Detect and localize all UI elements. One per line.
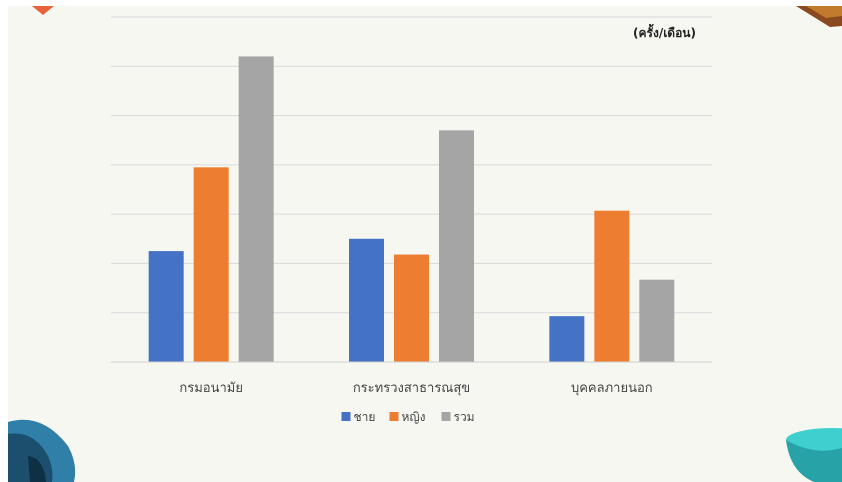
decoration-bottom-left: [8, 419, 76, 482]
bar: [148, 251, 184, 362]
bar: [349, 238, 384, 362]
slide: (ครั้ง/เดือน) กรมอนามัย กระทรวงสาธารณสุข บ…: [8, 6, 842, 482]
legend-label: ชาย: [354, 410, 376, 424]
bar: [193, 167, 229, 362]
bar: [549, 316, 585, 362]
bar: [394, 254, 429, 362]
bar: [594, 210, 630, 362]
decoration-top-left: [32, 6, 54, 15]
legend-swatch: [341, 412, 351, 421]
unit-label: (ครั้ง/เดือน): [633, 23, 696, 40]
category-labels: กรมอนามัย กระทรวงสาธารณสุข บุคคลภายนอก: [179, 381, 652, 396]
bars: [148, 56, 675, 363]
bar-chart: (ครั้ง/เดือน) กรมอนามัย กระทรวงสาธารณสุข บ…: [111, 16, 712, 424]
category-label: กรมอนามัย: [179, 381, 243, 396]
legend-label: รวม: [454, 410, 475, 424]
decoration-bottom-right: [786, 428, 842, 482]
legend: ชาย หญิง รวม: [341, 410, 475, 424]
legend-swatch: [441, 412, 451, 421]
bar: [238, 56, 274, 363]
bar: [439, 130, 474, 362]
legend-swatch: [389, 412, 399, 421]
legend-label: หญิง: [402, 410, 426, 424]
decoration-top-right: [796, 6, 842, 27]
category-label: กระทรวงสาธารณสุข: [353, 381, 470, 396]
category-label: บุคคลภายนอก: [571, 381, 653, 396]
bar: [639, 279, 675, 362]
